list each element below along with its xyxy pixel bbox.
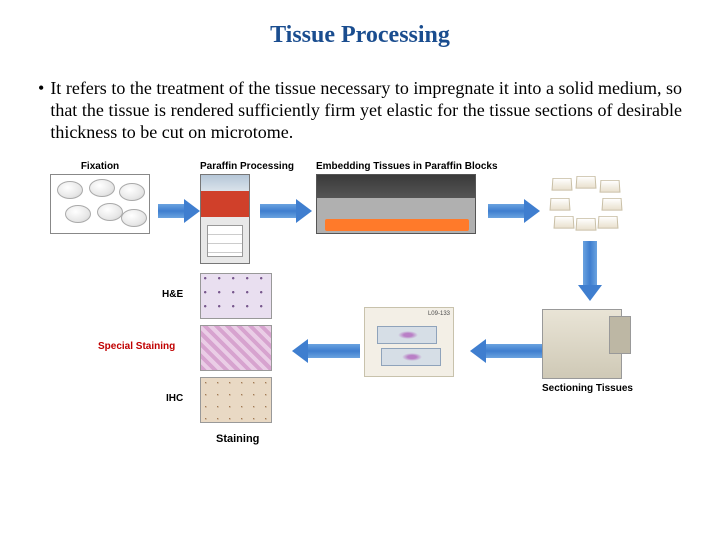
arrow-slides-to-staining xyxy=(292,339,360,363)
arrow-embedding-to-blocks xyxy=(488,199,540,223)
step-label-sectioning: Sectioning Tissues xyxy=(542,383,633,394)
step-fixation: Fixation xyxy=(50,161,150,234)
arrow-sectioning-to-slides xyxy=(470,339,542,363)
step-slides: L09-133 xyxy=(364,307,454,377)
slide-tag: L09-133 xyxy=(428,311,450,317)
step-sectioning: Sectioning Tissues xyxy=(542,309,633,396)
step-label-fixation: Fixation xyxy=(50,161,150,172)
paraffin-blocks-image xyxy=(546,173,626,233)
slides-image: L09-133 xyxy=(364,307,454,377)
microtome-image xyxy=(542,309,622,379)
paraffin-machine-image xyxy=(200,174,250,264)
staining-special-image xyxy=(200,325,272,371)
step-embedding: Embedding Tissues in Paraffin Blocks xyxy=(316,161,498,234)
staining-label-special: Special Staining xyxy=(98,341,175,352)
staining-label-he: H&E xyxy=(162,289,183,300)
staining-ihc-image xyxy=(200,377,272,423)
fixation-image xyxy=(50,174,150,234)
arrow-fixation-to-paraffin xyxy=(158,199,200,223)
embedding-center-image xyxy=(316,174,476,234)
workflow-diagram: Fixation Paraffin Processing Embedding T… xyxy=(40,161,680,481)
bullet-block: • It refers to the treatment of the tiss… xyxy=(0,49,720,143)
page-title: Tissue Processing xyxy=(0,0,720,49)
bullet-text: It refers to the treatment of the tissue… xyxy=(50,77,682,143)
bullet-marker: • xyxy=(38,77,44,99)
step-blocks xyxy=(546,173,626,233)
step-staining xyxy=(200,273,272,423)
staining-he-image xyxy=(200,273,272,319)
staining-label-ihc: IHC xyxy=(166,393,183,404)
step-label-paraffin: Paraffin Processing xyxy=(200,161,294,172)
step-label-staining: Staining xyxy=(216,433,259,445)
arrow-paraffin-to-embedding xyxy=(260,199,312,223)
arrow-blocks-to-sectioning xyxy=(578,241,602,301)
step-label-embedding: Embedding Tissues in Paraffin Blocks xyxy=(316,161,498,172)
